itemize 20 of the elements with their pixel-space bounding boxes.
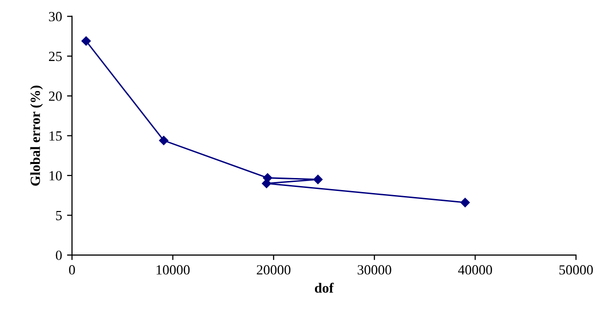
x-tick-label: 0 xyxy=(69,265,75,275)
y-tick-label: 20 xyxy=(49,92,62,101)
x-axis-title: dof xyxy=(314,282,334,293)
point xyxy=(81,36,91,46)
point xyxy=(159,136,168,146)
y-tick-label: 10 xyxy=(50,171,62,180)
x-tick-label: 30000 xyxy=(358,265,392,275)
x-tick-label: 10000 xyxy=(156,265,190,275)
x-tick-label: 40000 xyxy=(458,265,492,275)
y-tick-label: 30 xyxy=(49,12,62,22)
y-tick-label: 5 xyxy=(56,211,62,220)
y-axis-title: Global error (%) xyxy=(30,86,43,186)
point xyxy=(262,178,272,188)
y-tick-label: 0 xyxy=(56,250,62,260)
y-tick-label: 15 xyxy=(50,131,62,141)
point xyxy=(313,174,323,184)
point xyxy=(460,198,470,208)
x-tick-label: 50000 xyxy=(559,265,593,275)
y-tick-label: 25 xyxy=(49,52,62,62)
x-tick-label: 20000 xyxy=(256,265,290,275)
